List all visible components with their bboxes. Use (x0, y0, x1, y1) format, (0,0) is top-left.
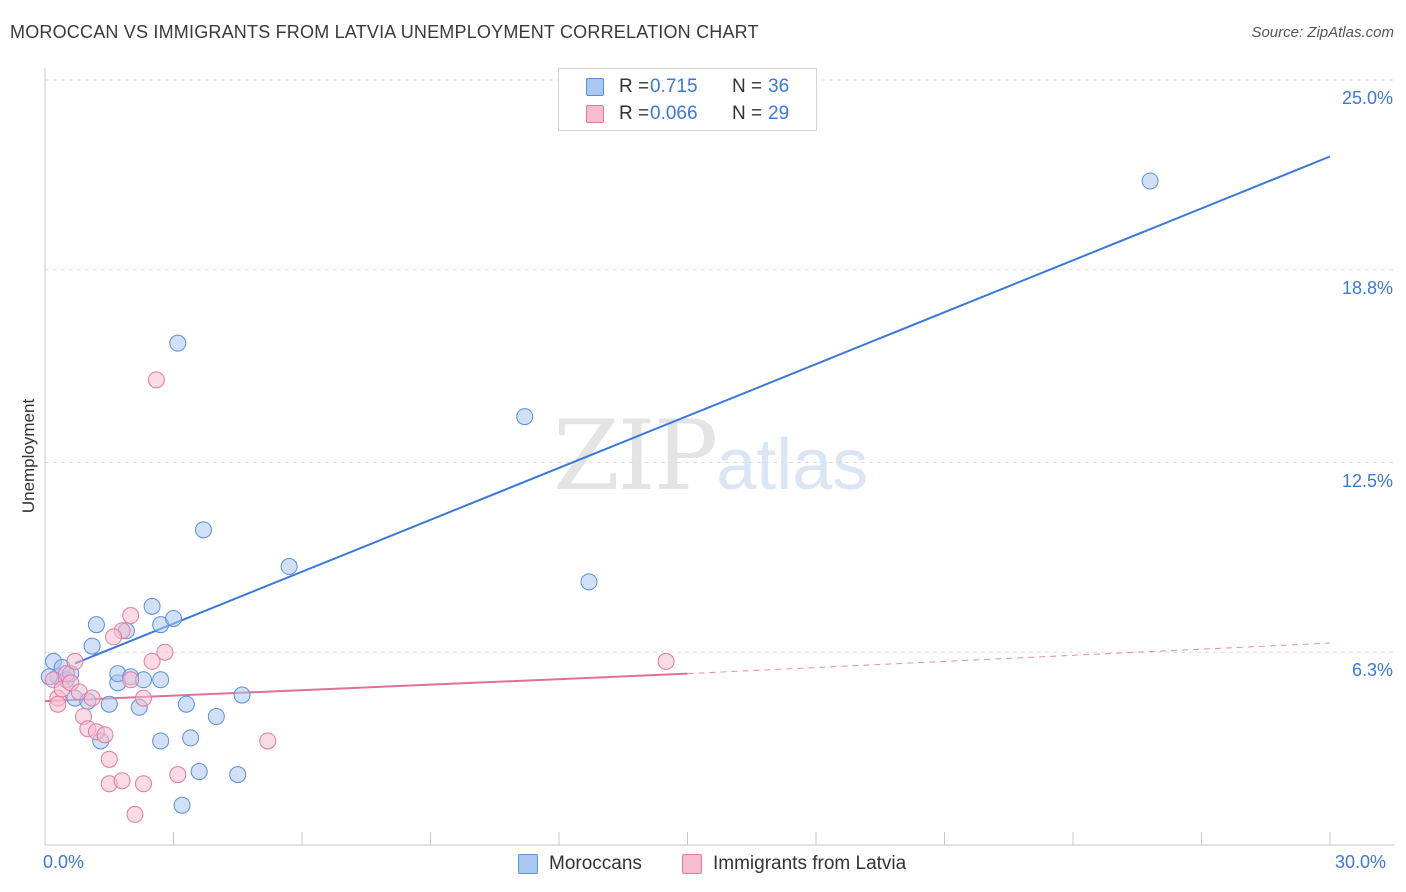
bottom-legend-swatch-latvia (682, 854, 702, 874)
point-latvia (169, 766, 187, 784)
point-latvia (113, 772, 131, 790)
chart-title: MOROCCAN VS IMMIGRANTS FROM LATVIA UNEMP… (10, 22, 759, 42)
legend-box: R = 0.715 N = 36 R = 0.066 N = 29 (558, 68, 817, 131)
bottom-legend-label-latvia: Immigrants from Latvia (713, 853, 907, 874)
trend-line-moroccans (74, 155, 1331, 665)
gridlines (45, 79, 1395, 653)
source-label: Source: ZipAtlas.com (1251, 24, 1394, 41)
point-latvia (122, 671, 140, 689)
point-moroccans (83, 637, 101, 655)
x-tick-label-max: 30.0% (1335, 852, 1387, 872)
point-moroccans (152, 732, 170, 750)
legend-n-value: 36 (768, 76, 790, 97)
y-tick-label: 25.0% (1341, 88, 1393, 108)
y-axis-label: Unemployment (19, 398, 38, 514)
point-moroccans (182, 729, 200, 747)
point-moroccans (143, 597, 161, 615)
point-moroccans (169, 334, 187, 352)
point-moroccans (100, 695, 118, 713)
point-latvia (147, 371, 165, 389)
x-tick-label-min: 0.0% (43, 852, 85, 872)
y-tick-label: 12.5% (1341, 470, 1393, 491)
point-moroccans (233, 686, 251, 704)
point-moroccans (1141, 172, 1159, 190)
point-moroccans (516, 408, 534, 426)
y-tick-label: 18.8% (1341, 277, 1393, 298)
point-latvia (156, 643, 174, 661)
legend-n-value: 29 (768, 103, 790, 124)
point-latvia (96, 726, 114, 744)
bottom-legend-label-moroccans: Moroccans (549, 853, 642, 874)
point-latvia (49, 695, 67, 713)
point-moroccans (207, 707, 225, 725)
point-moroccans (280, 558, 298, 576)
legend-r-value: 0.715 (650, 76, 698, 97)
y-tick-label: 6.3% (1351, 660, 1393, 681)
bottom-legend-swatch-moroccans (518, 854, 538, 874)
point-moroccans (87, 616, 105, 634)
point-moroccans (173, 796, 191, 814)
point-moroccans (152, 671, 170, 689)
legend-swatch-latvia (586, 105, 604, 123)
legend-r-value: 0.066 (650, 103, 698, 124)
point-moroccans (194, 521, 212, 539)
point-latvia (126, 805, 144, 823)
legend-swatch-moroccans (586, 78, 604, 96)
point-latvia (105, 628, 123, 646)
point-moroccans (229, 766, 247, 784)
point-latvia (657, 652, 675, 670)
trend-extension-latvia (687, 642, 1331, 675)
legend-r-label: R = (619, 76, 650, 97)
legend-r-label: R = (619, 103, 650, 124)
point-latvia (100, 750, 118, 768)
bottom-legend-latvia: Immigrants from Latvia (682, 852, 906, 876)
data-points (40, 172, 1159, 823)
point-latvia (135, 775, 153, 793)
point-latvia (259, 732, 277, 750)
trend-lines (44, 155, 1331, 703)
trend-line-latvia (44, 672, 688, 703)
point-latvia (66, 652, 84, 670)
point-latvia (135, 689, 153, 707)
point-latvia (122, 607, 140, 624)
point-moroccans (177, 695, 195, 713)
point-latvia (143, 652, 161, 670)
point-latvia (83, 689, 101, 707)
axes (44, 68, 1395, 846)
legend-n-label: N = (732, 103, 763, 124)
point-moroccans (190, 763, 208, 781)
point-moroccans (580, 573, 598, 591)
point-moroccans (165, 610, 182, 628)
bottom-legend-moroccans: Moroccans (518, 852, 642, 876)
legend-n-label: N = (732, 76, 763, 97)
